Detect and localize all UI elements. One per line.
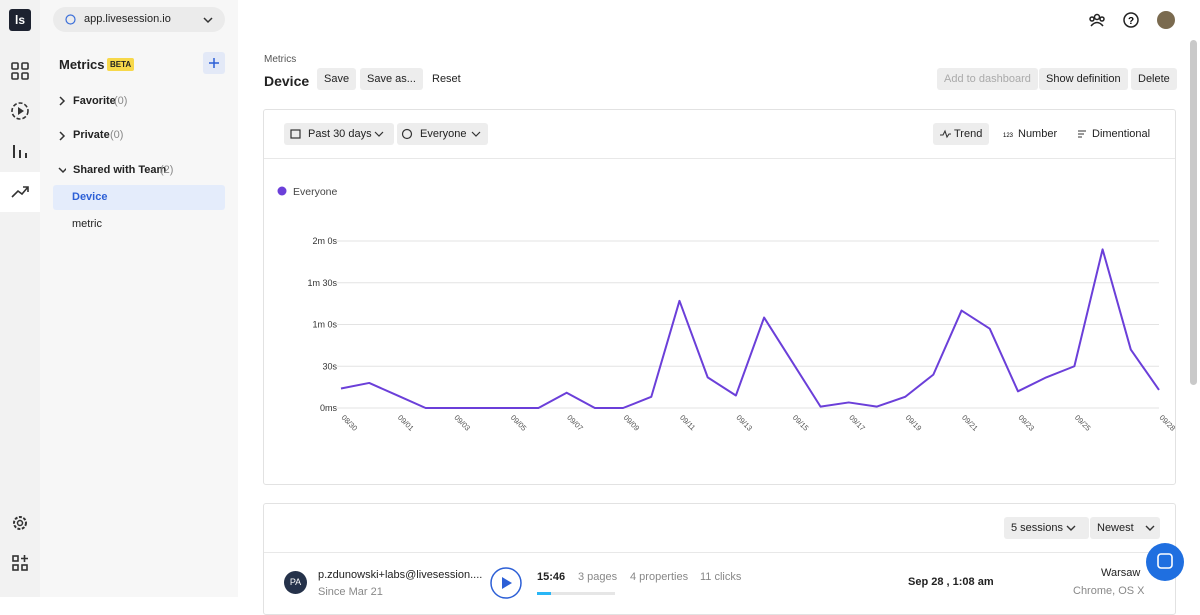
add-dashboard-button[interactable]: Add to dashboard — [937, 68, 1038, 90]
x-tick-label: 09/05 — [509, 413, 529, 433]
delete-button[interactable]: Delete — [1131, 68, 1177, 90]
x-tick-label: 09/21 — [960, 413, 980, 433]
divider — [264, 552, 1175, 553]
beta-badge: BETA — [107, 58, 135, 71]
city: Warsaw — [1101, 567, 1141, 579]
progress-track — [537, 592, 615, 595]
x-tick-label: 09/23 — [1017, 413, 1037, 433]
x-tick-label: 09/28 — [1158, 413, 1175, 433]
add-metric[interactable] — [203, 52, 225, 74]
duration: 15:46 — [537, 571, 566, 583]
progress — [537, 592, 551, 595]
metrics-icon[interactable] — [10, 182, 30, 202]
breadcrumb[interactable]: Metrics — [264, 54, 297, 65]
domain: app.livesession.io — [84, 13, 171, 25]
sessions-icon[interactable] — [10, 101, 30, 121]
chart-card: Past 30 days Everyone Trend Number Dimen… — [263, 109, 1176, 485]
sort-select[interactable]: Newest — [1090, 517, 1160, 539]
sessions-count[interactable]: 5 sessions — [1004, 517, 1089, 539]
filter-icons — [290, 128, 481, 140]
x-tick-label: 09/17 — [847, 413, 867, 433]
system: Chrome, OS X — [1073, 585, 1145, 597]
y-tick-label: 0ms — [320, 403, 338, 413]
x-tick-label: 08/30 — [340, 413, 360, 433]
chart: 0ms 30s 1m 0s 1m 30s 2m 0s 08/30 09/01 09/03 09/… — [277, 186, 1175, 433]
chevron — [203, 17, 213, 24]
x-tick-label: 09/03 — [452, 413, 472, 433]
metric-item[interactable]: Device — [72, 191, 108, 203]
plus-icon — [209, 58, 219, 68]
tree-chevrons — [58, 96, 66, 174]
line — [340, 248, 1160, 409]
y-tick-label: 2m 0s — [312, 236, 337, 246]
x-tick-label: 09/15 — [791, 413, 811, 433]
domain-select[interactable]: app.livesession.io — [53, 7, 225, 32]
svg-text:?: ? — [1128, 16, 1134, 27]
x-tick-label: 09/25 — [1073, 413, 1093, 433]
user-email[interactable]: p.zdunowski+labs@livesession.... — [318, 569, 483, 581]
sidebar-title: Metrics — [59, 57, 105, 72]
metric-item[interactable]: metric — [72, 218, 102, 230]
user-since: Since Mar 21 — [318, 586, 383, 598]
sessions-card: 5 sessions Newest PA p.zdunowski+labs@li… — [263, 503, 1176, 615]
scrollbar[interactable] — [1190, 40, 1197, 385]
top-icons[interactable]: ? — [1088, 11, 1178, 29]
group-name[interactable]: Favorite — [73, 95, 116, 107]
y-tick-label: 30s — [322, 361, 337, 371]
play-button[interactable] — [489, 566, 523, 600]
x-tick-label: 09/09 — [622, 413, 642, 433]
x-tick-label: 09/11 — [678, 413, 697, 432]
group-name[interactable]: Private — [73, 129, 110, 141]
date-filter[interactable]: Past 30 days — [284, 123, 394, 145]
x-tick-label: 09/07 — [565, 413, 585, 433]
chat-icon — [1157, 553, 1173, 569]
divider — [264, 158, 1175, 159]
x-tick-label: 09/13 — [734, 413, 754, 433]
legend-label: Everyone — [293, 186, 338, 198]
group-count: (2) — [160, 164, 174, 176]
group-count: (0) — [114, 95, 128, 107]
show-definition-button[interactable]: Show definition — [1039, 68, 1128, 90]
segment-filter[interactable]: Everyone — [397, 123, 489, 145]
trend-view[interactable]: Trend — [933, 123, 990, 145]
page-title: Device — [264, 73, 310, 89]
view-icons: 123 — [940, 129, 1086, 139]
y-tick-label: 1m 30s — [307, 278, 337, 288]
chevrons — [1066, 525, 1155, 531]
globe-icon — [65, 14, 76, 25]
number-view[interactable]: Number — [1018, 128, 1058, 140]
pages: 3 pages — [578, 571, 618, 583]
dimensional-view[interactable]: Dimentional — [1092, 128, 1151, 140]
settings-icon[interactable] — [10, 513, 30, 533]
properties: 4 properties — [630, 571, 689, 583]
x-tick-label: 09/19 — [904, 413, 924, 433]
clicks: 11 clicks — [700, 571, 742, 583]
avatar: PA — [284, 571, 307, 594]
y-tick-label: 1m 0s — [312, 320, 337, 330]
group-name[interactable]: Shared with Team — [73, 164, 167, 176]
svg-text:123: 123 — [1003, 133, 1014, 139]
reset-button[interactable]: Reset — [432, 73, 461, 85]
sidebar: app.livesession.io Metrics BETA Favorite… — [40, 0, 238, 597]
dashboard-icon[interactable] — [10, 61, 30, 81]
save-button[interactable]: Save — [317, 68, 357, 90]
session-date: Sep 28 , 1:08 am — [908, 576, 994, 588]
group-count: (0) — [110, 129, 124, 141]
logo[interactable]: ls — [9, 9, 31, 31]
integrations-icon[interactable] — [10, 553, 30, 573]
chat-button[interactable] — [1146, 543, 1184, 581]
icon-rail: ls — [0, 0, 40, 597]
selected-item[interactable] — [53, 185, 225, 210]
save-as-button[interactable]: Save as... — [360, 68, 423, 90]
x-tick-label: 09/01 — [396, 413, 416, 433]
reports-icon[interactable] — [10, 141, 30, 161]
legend-marker — [277, 186, 287, 196]
